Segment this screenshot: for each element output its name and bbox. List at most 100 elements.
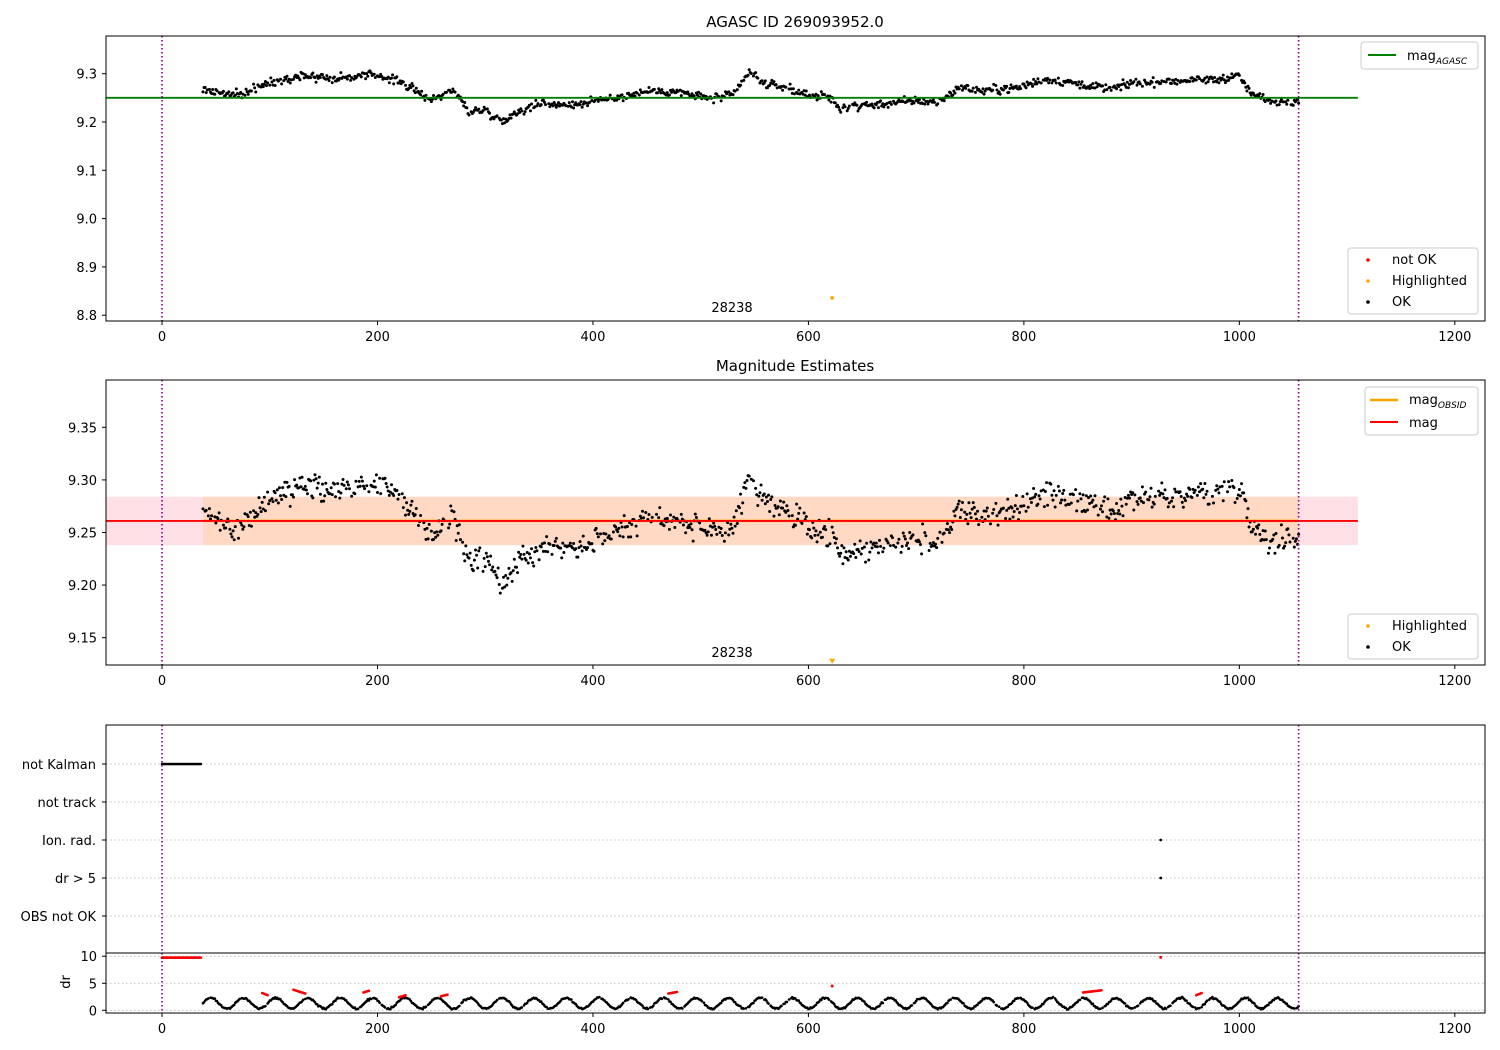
ok-point — [665, 91, 669, 95]
ok-point — [908, 530, 912, 534]
ok-point — [1101, 84, 1105, 88]
ok-point — [1207, 502, 1211, 506]
ok-point — [454, 539, 458, 543]
ok-point — [1274, 532, 1278, 536]
ok-point — [291, 77, 295, 81]
ok-point — [528, 109, 532, 113]
ok-point — [1067, 502, 1071, 506]
ok-point — [427, 522, 431, 526]
ok-point — [314, 477, 318, 481]
dr-point — [508, 1001, 512, 1004]
ok-point — [959, 508, 963, 512]
ok-point — [530, 102, 534, 106]
ok-point — [304, 488, 308, 492]
ok-point — [689, 522, 693, 526]
dr-red-point — [404, 993, 407, 997]
ok-point — [541, 549, 545, 553]
ok-point — [372, 479, 376, 483]
ok-point — [1258, 92, 1262, 96]
ok-point — [1098, 507, 1102, 511]
ok-point — [1091, 498, 1095, 502]
ok-point — [261, 507, 265, 511]
ok-point — [812, 526, 816, 530]
ok-point — [1063, 498, 1067, 502]
ok-point — [328, 75, 332, 79]
ok-point — [228, 527, 232, 531]
ok-point — [213, 92, 217, 96]
ok-point — [317, 475, 321, 479]
ok-point — [345, 77, 349, 81]
dr-point — [1025, 1001, 1029, 1004]
ok-point — [996, 523, 1000, 527]
ok-point — [266, 490, 270, 494]
ok-point — [1144, 490, 1148, 494]
ok-point — [829, 100, 833, 104]
ok-point — [1007, 91, 1011, 95]
x-tick-label: 600 — [796, 330, 821, 345]
magnitude-estimates-title: Magnitude Estimates — [716, 357, 874, 375]
ok-point — [1043, 489, 1047, 493]
dr-point — [719, 1001, 723, 1005]
ok-point — [998, 92, 1002, 96]
ok-point — [892, 543, 896, 547]
ok-point — [233, 93, 237, 97]
ok-point — [958, 516, 962, 520]
ok-point — [934, 542, 938, 546]
ok-point — [453, 90, 457, 94]
ok-point — [489, 554, 493, 558]
ok-point — [1292, 545, 1296, 549]
ok-point — [897, 537, 901, 541]
ok-point — [1057, 489, 1061, 493]
ok-point — [266, 81, 270, 85]
ok-point — [574, 547, 578, 551]
ok-point — [592, 549, 596, 553]
dr-point — [946, 1001, 949, 1005]
ok-point — [876, 106, 880, 110]
ok-point — [737, 506, 741, 510]
ok-point — [650, 515, 654, 519]
ok-point — [333, 495, 337, 499]
ok-point — [409, 503, 413, 507]
ok-point — [495, 576, 499, 580]
ok-point — [332, 482, 336, 486]
ok-point — [773, 503, 777, 507]
ok-point — [216, 517, 220, 521]
ok-point — [608, 93, 612, 97]
ok-point — [804, 515, 808, 519]
ok-point — [938, 530, 942, 534]
ok-point — [413, 513, 417, 517]
ok-point — [596, 99, 600, 103]
ok-point — [284, 495, 288, 499]
ok-point — [656, 91, 660, 95]
ok-point — [544, 103, 548, 107]
ok-point — [279, 494, 283, 498]
ok-point — [332, 75, 336, 79]
ok-point — [280, 82, 284, 86]
ok-point — [630, 522, 634, 526]
ok-point — [826, 94, 830, 98]
ok-point — [1221, 73, 1225, 77]
ok-point — [785, 504, 789, 508]
dr-point — [995, 1004, 999, 1007]
ok-point — [1112, 512, 1116, 516]
ok-point — [402, 496, 406, 500]
ok-point — [1153, 494, 1157, 498]
ok-point — [896, 541, 900, 545]
ok-point — [798, 506, 802, 510]
ok-point — [1167, 501, 1171, 505]
ok-point — [1149, 486, 1153, 490]
dr-point — [232, 1003, 236, 1007]
ok-point — [1119, 88, 1123, 92]
ok-point — [1233, 501, 1237, 505]
ok-point — [399, 82, 403, 86]
ok-point — [844, 550, 848, 554]
dr-point — [962, 1001, 965, 1005]
ok-point — [1220, 484, 1224, 488]
ok-point — [727, 533, 731, 537]
ok-point — [1274, 99, 1278, 103]
legend-label-not-ok: not OK — [1392, 253, 1437, 268]
y-tick-label: 0 — [89, 1004, 97, 1019]
ok-point — [980, 90, 984, 94]
ok-point — [795, 502, 799, 506]
ok-point — [1174, 490, 1178, 494]
